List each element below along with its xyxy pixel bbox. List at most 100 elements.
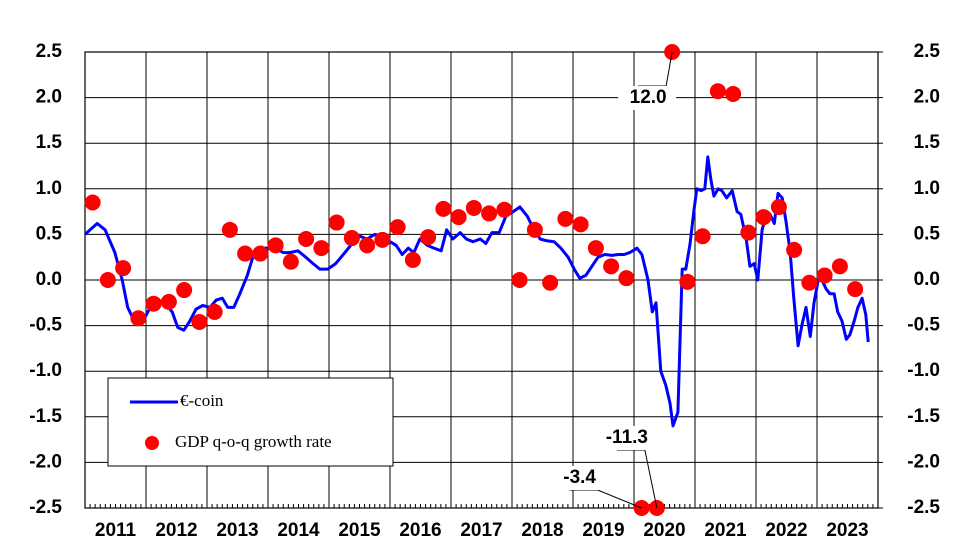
data-point [420,229,437,246]
data-point [328,214,345,231]
data-point [343,230,360,247]
data-point [801,274,818,291]
data-point [389,219,406,236]
y2-tick-label: 1.5 [914,132,941,153]
y2-tick-label: -1.0 [907,360,940,381]
data-point [557,210,574,227]
y-tick-label: -0.5 [29,315,62,336]
data-point [679,273,696,290]
data-point [526,221,543,238]
x-tick-label: 2017 [460,520,502,541]
line-series [84,155,870,428]
y-tick-label: 2.0 [36,87,62,108]
data-label: -3.4 [563,467,596,488]
data-point [191,313,208,330]
data-point [481,205,498,222]
data-point [496,201,513,218]
x-tick-label: 2019 [582,520,624,541]
data-label: -11.3 [606,427,648,448]
data-point [435,200,452,217]
data-point [587,240,604,257]
x-tick-label: 2020 [643,520,685,541]
y-tick-label: -2.5 [29,497,62,518]
data-point [130,310,147,327]
data-point [99,272,116,288]
data-point [84,194,101,211]
data-point [404,251,421,268]
y2-tick-label: 2.5 [914,41,941,62]
data-point [282,253,299,270]
data-point [755,209,772,226]
x-tick-label: 2016 [399,520,441,541]
data-point [603,258,620,275]
data-point [313,240,330,257]
data-point [252,245,269,262]
annotation: -11.3 [596,426,658,509]
x-tick-label: 2013 [216,520,258,541]
x-tick-label: 2021 [704,520,747,541]
data-point [450,209,467,226]
y2-tick-label: -2.5 [907,497,940,518]
y-tick-label: 0.5 [36,223,63,244]
label-bg [549,466,608,490]
data-point [206,303,223,320]
y-tick-label: -1.5 [29,406,62,427]
y-tick-label: -2.0 [29,451,62,472]
y2-tick-label: 0.5 [914,223,941,244]
y-tick-label: 0.0 [36,269,62,290]
leader-line [569,489,642,509]
y-tick-label: 1.0 [36,178,62,199]
data-point [831,258,848,275]
data-point [786,241,803,258]
legend-box [107,377,394,467]
data-point [770,199,787,216]
x-tick-label: 2018 [521,520,563,541]
annotation: 12.0 [618,51,677,110]
annotation: -3.4 [549,466,642,509]
data-point [359,237,376,254]
data-point [115,260,132,277]
data-label: 12.0 [630,87,667,108]
data-point [847,281,864,298]
data-point [221,221,238,238]
y-tick-label: 1.5 [36,132,63,153]
data-point [725,85,742,102]
data-point [160,293,177,310]
legend-swatch [145,436,159,450]
data-point [465,199,482,216]
y2-tick-label: -2.0 [907,451,940,472]
y2-tick-label: -1.5 [907,406,940,427]
x-tick-label: 2014 [277,520,320,541]
data-point [298,230,315,247]
x-tick-label: 2015 [338,520,381,541]
y2-tick-label: -0.5 [907,315,940,336]
y2-tick-label: 2.0 [914,87,940,108]
data-point [709,83,726,100]
legend-label: €-coin [180,391,224,410]
label-bg [596,426,655,450]
data-point [176,282,193,299]
data-point [267,237,284,254]
y2-tick-label: 1.0 [914,178,940,199]
legend-label: GDP q-o-q growth rate [175,432,332,451]
data-point [572,216,589,233]
plot-frame [84,51,879,509]
y2-tick-label: 0.0 [914,269,940,290]
x-tick-label: 2011 [95,520,137,541]
data-point [145,295,162,312]
data-point [511,272,528,288]
y-tick-label: 2.5 [36,41,63,62]
x-tick-label: 2022 [765,520,807,541]
data-point [740,224,757,241]
x-tick-label: 2023 [826,520,868,541]
label-bg [618,86,677,110]
leader-line [616,449,658,509]
x-tick-label: 2012 [155,520,197,541]
y-tick-label: -1.0 [29,360,62,381]
data-point [374,231,391,248]
data-point [618,270,635,287]
data-point [237,245,254,262]
data-point [816,267,833,284]
